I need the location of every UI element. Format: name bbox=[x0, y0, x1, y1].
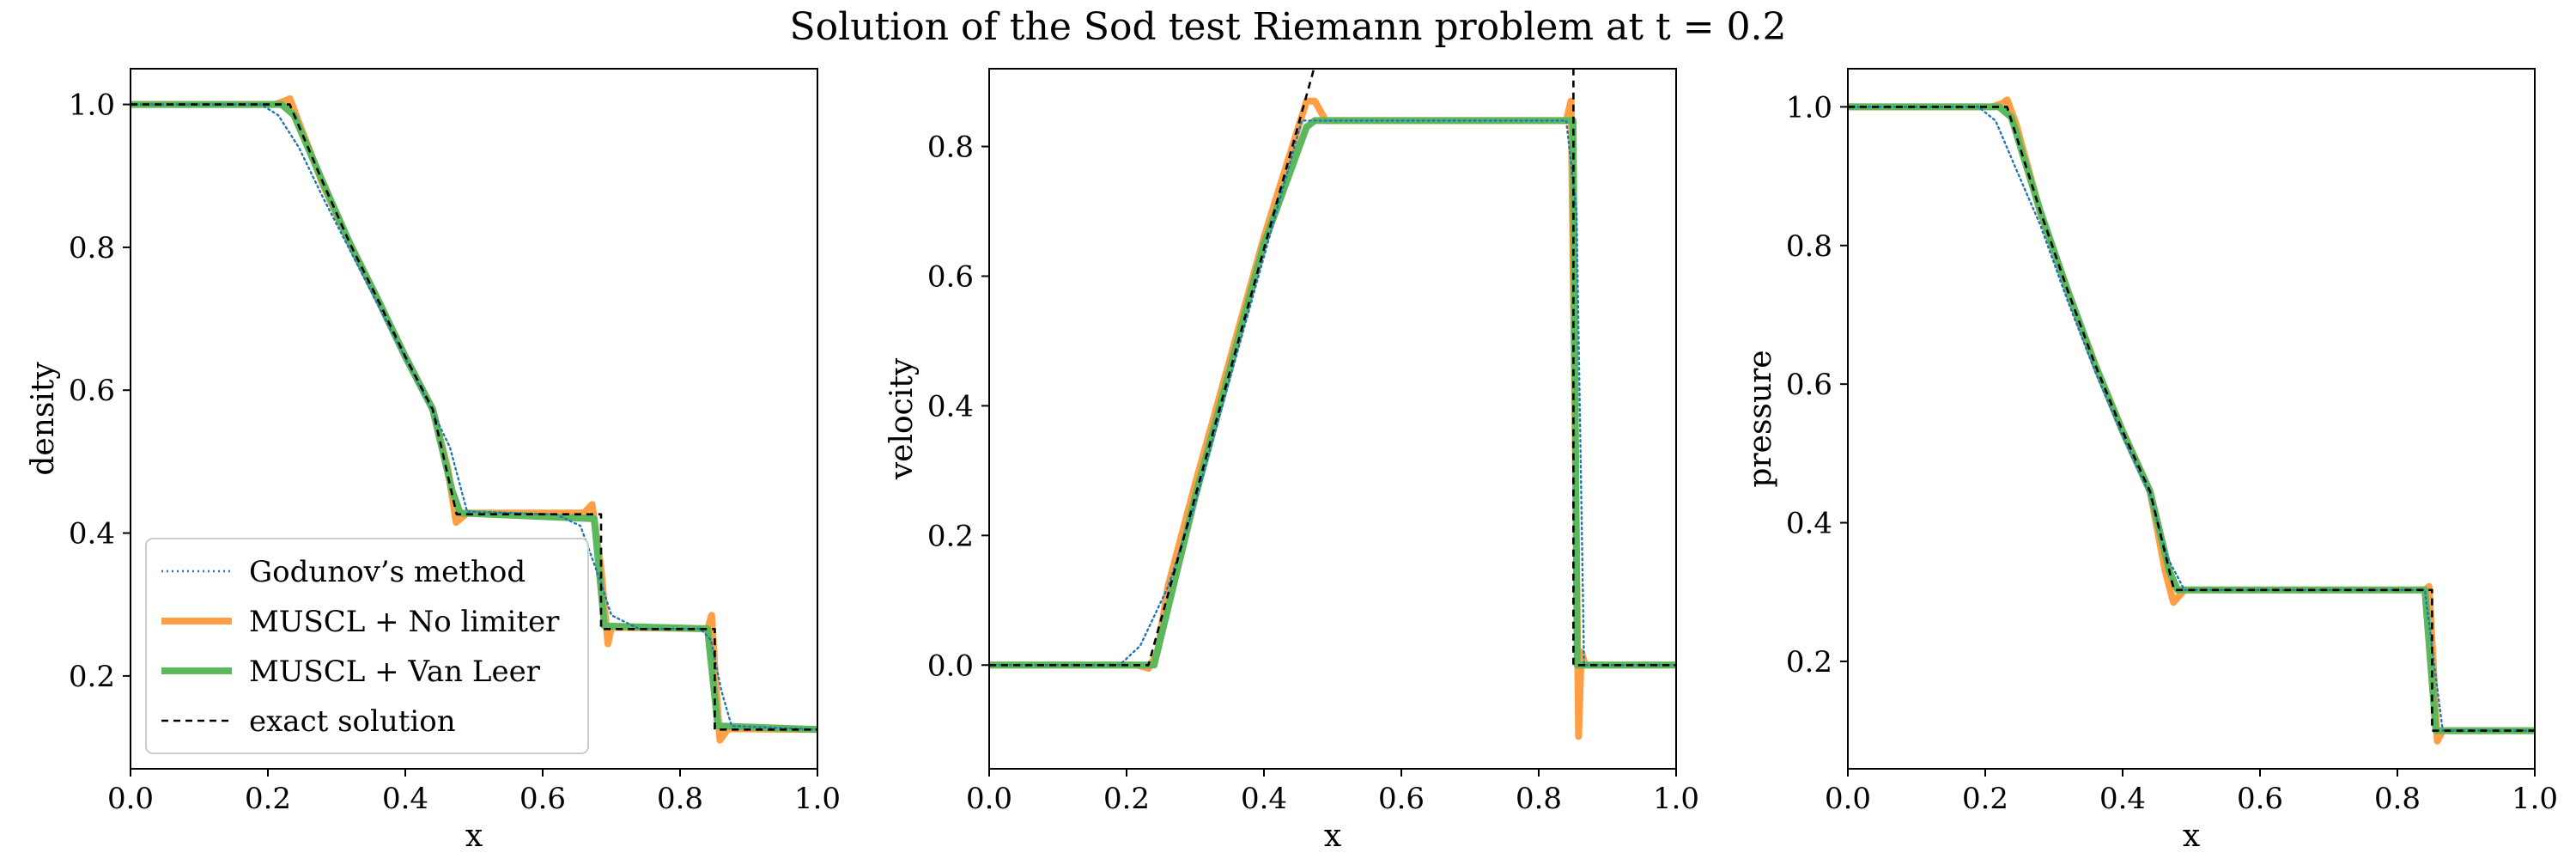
x-tick-label: 1.0 bbox=[794, 782, 841, 816]
x-axis-label: x bbox=[465, 819, 483, 854]
chart-panel-velocity: 0.0 0.2 0.4 0.6 0.8 1.0 0.0 0.2 0.4 0.6 0.8 x veloci… bbox=[884, 68, 1699, 854]
axes-frame bbox=[1847, 68, 2536, 770]
legend-box bbox=[145, 538, 589, 754]
series-line-exact bbox=[989, 69, 1676, 667]
y-axis-label: density bbox=[26, 362, 61, 476]
y-tick-label: 1.0 bbox=[69, 88, 115, 123]
series-line-exact bbox=[1848, 106, 2535, 732]
y-tick-label: 0.4 bbox=[69, 517, 115, 551]
y-tick-label: 1.0 bbox=[1786, 90, 1832, 125]
legend: Godunov’s method MUSCL + No limiter MUSCL … bbox=[145, 538, 589, 754]
x-tick-label: 0.8 bbox=[1516, 782, 1562, 816]
axes-frame bbox=[130, 68, 818, 770]
axes-frame bbox=[988, 68, 1677, 770]
x-tick-label: 0.0 bbox=[107, 782, 154, 816]
x-tick-label: 0.2 bbox=[245, 782, 291, 816]
figure-title: Solution of the Sod test Riemann problem… bbox=[789, 5, 1787, 49]
x-axis-label: x bbox=[1324, 819, 1341, 854]
series-line-godunov bbox=[131, 103, 817, 731]
legend-entry-label: MUSCL + Van Leer bbox=[249, 655, 541, 689]
x-tick-label: 0.8 bbox=[2374, 782, 2421, 816]
series-group bbox=[1848, 96, 2535, 745]
y-tick-label: 0.0 bbox=[927, 649, 974, 683]
series-group bbox=[131, 94, 817, 744]
y-tick-label: 0.8 bbox=[1786, 229, 1832, 264]
x-tick-label: 0.2 bbox=[1103, 782, 1150, 816]
x-tick-label: 0.0 bbox=[1825, 782, 1871, 816]
series-line-godunov bbox=[1848, 106, 2535, 732]
y-tick-label: 0.6 bbox=[1786, 368, 1832, 402]
legend-entry-label: exact solution bbox=[249, 704, 456, 739]
y-tick-label: 0.4 bbox=[1786, 507, 1832, 541]
chart-panel-pressure: 0.0 0.2 0.4 0.6 0.8 1.0 0.2 0.4 0.6 0.8 1.0 x pressu… bbox=[1743, 68, 2558, 854]
y-tick-label: 0.2 bbox=[927, 519, 974, 553]
x-tick-label: 0.8 bbox=[657, 782, 703, 816]
x-tick-label: 0.4 bbox=[2099, 782, 2146, 816]
y-tick-label: 0.4 bbox=[927, 389, 974, 423]
y-tick-label: 0.6 bbox=[69, 374, 115, 408]
x-tick-label: 0.4 bbox=[382, 782, 428, 816]
series-line-exact bbox=[131, 103, 817, 731]
x-axis-label: x bbox=[2183, 819, 2200, 854]
x-tick-label: 0.6 bbox=[1378, 782, 1425, 816]
y-tick-label: 0.6 bbox=[927, 259, 974, 294]
x-tick-label: 1.0 bbox=[2512, 782, 2558, 816]
series-group bbox=[989, 69, 1676, 740]
x-tick-label: 1.0 bbox=[1653, 782, 1699, 816]
x-tick-label: 0.0 bbox=[966, 782, 1012, 816]
y-axis-label: velocity bbox=[884, 357, 920, 480]
y-tick-label: 0.2 bbox=[1786, 645, 1832, 679]
series-line-godunov bbox=[989, 119, 1676, 667]
y-axis-label: pressure bbox=[1743, 350, 1778, 487]
y-tick-label: 0.8 bbox=[69, 231, 115, 265]
legend-entry-label: Godunov’s method bbox=[249, 555, 526, 589]
y-tick-label: 0.8 bbox=[927, 131, 974, 165]
x-tick-label: 0.2 bbox=[1962, 782, 2008, 816]
y-tick-label: 0.2 bbox=[69, 660, 115, 694]
x-tick-label: 0.6 bbox=[2237, 782, 2283, 816]
x-tick-label: 0.6 bbox=[519, 782, 566, 816]
chart-panel-density: 0.0 0.2 0.4 0.6 0.8 1.0 0.2 0.4 0.6 0.8 1.0 x densit… bbox=[26, 68, 841, 854]
legend-entry-label: MUSCL + No limiter bbox=[249, 605, 560, 639]
x-tick-label: 0.4 bbox=[1241, 782, 1287, 816]
